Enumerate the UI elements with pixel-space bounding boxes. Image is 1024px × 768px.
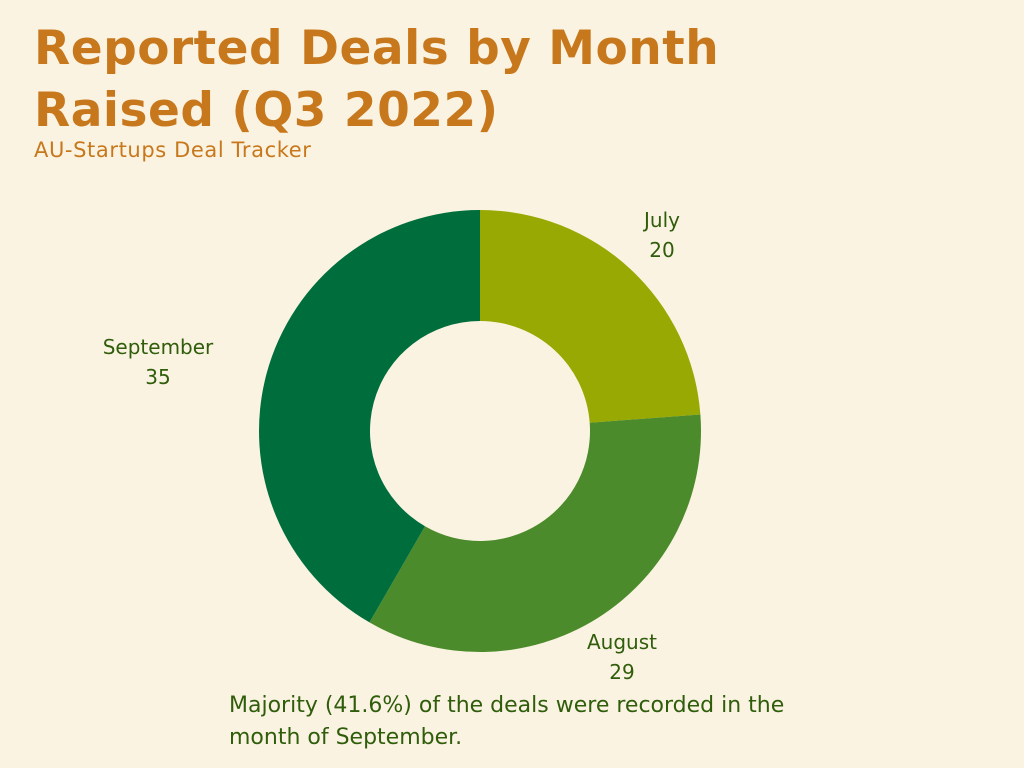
chart-title: Reported Deals by Month Raised (Q3 2022)	[34, 21, 720, 138]
slice-label-august: August 29	[587, 627, 657, 687]
slice-category-july: July	[644, 208, 680, 232]
slice-label-july: July 20	[644, 205, 680, 265]
slice-value-july: 20	[649, 238, 675, 262]
chart-subtitle: AU-Startups Deal Tracker	[34, 138, 312, 162]
slice-value-august: 29	[609, 660, 635, 684]
donut-slice-august	[369, 414, 701, 653]
donut-slice-september	[259, 210, 480, 623]
chart-annotation: Majority (41.6%) of the deals were recor…	[229, 693, 785, 750]
slice-category-september: September	[102, 335, 214, 359]
slice-label-september: September 35	[103, 332, 214, 392]
slice-category-august: August	[587, 630, 657, 654]
donut-slice-july	[480, 210, 701, 423]
slice-value-september: 35	[145, 365, 171, 389]
